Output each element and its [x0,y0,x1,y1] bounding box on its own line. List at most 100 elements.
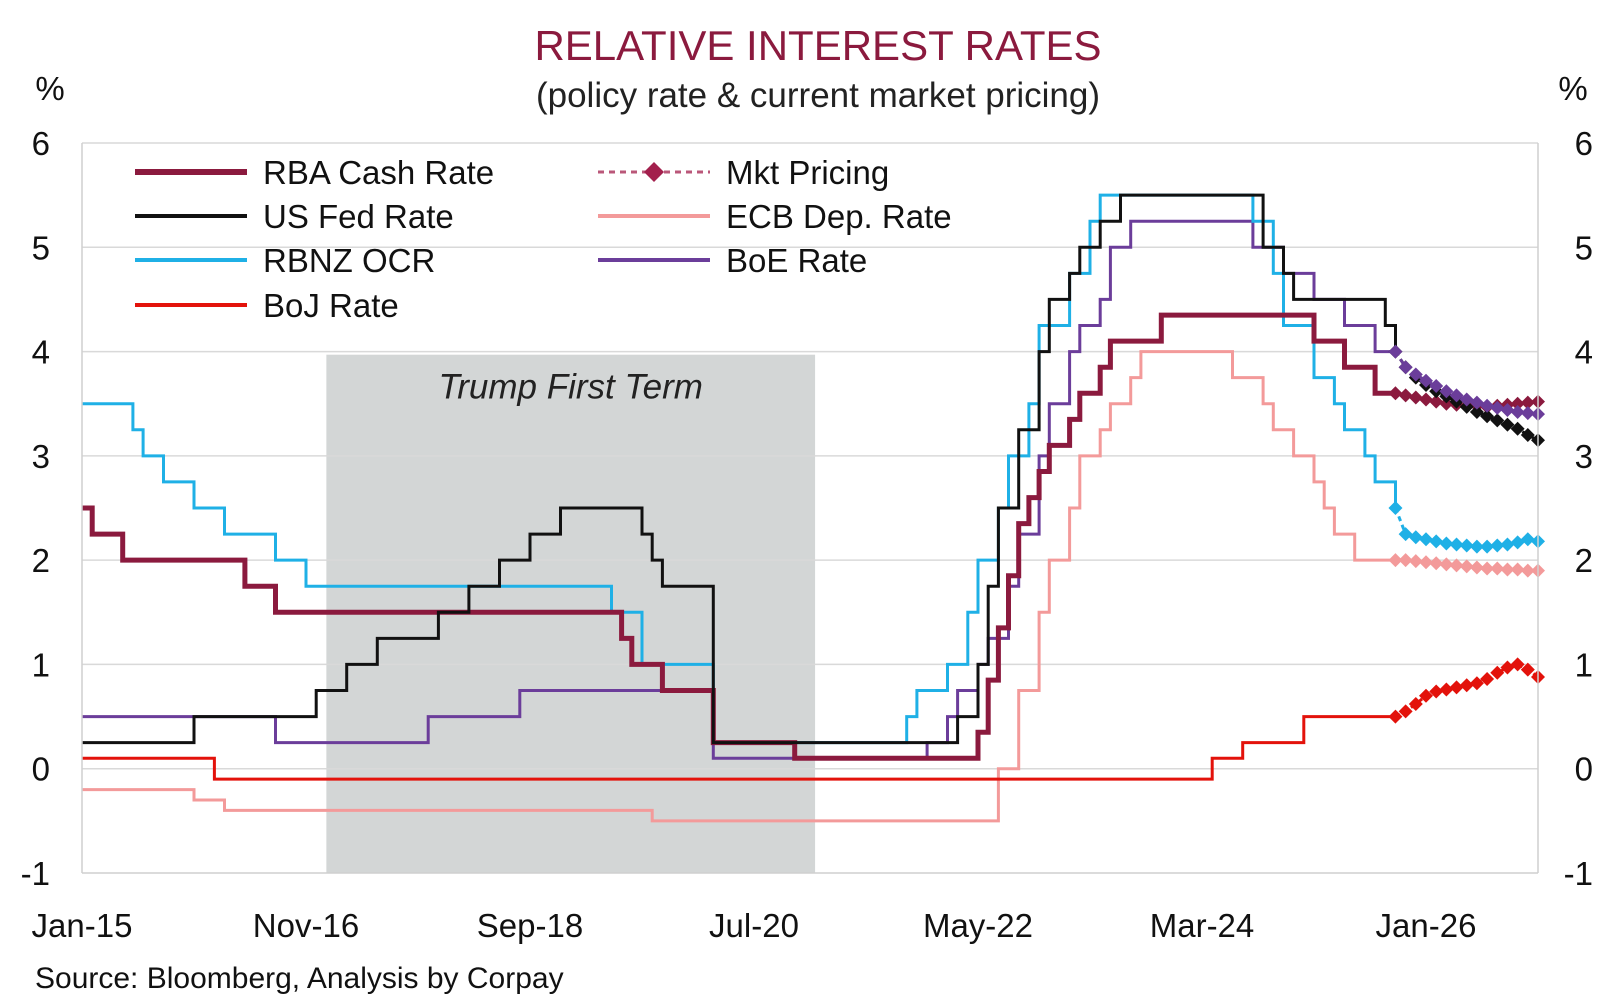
x-tick-label: Jan-26 [1376,907,1477,944]
ecb-pricing-marker [1500,562,1515,577]
series-layer [82,193,1397,823]
ecb-pricing-marker [1520,563,1535,578]
y-tick-left: -1 [21,855,50,892]
boe-pricing-marker [1408,367,1423,382]
boe-pricing-marker [1490,400,1505,415]
ecb-pricing-marker [1429,556,1444,571]
y-tick-left: 1 [32,646,50,683]
rbnz-pricing-marker [1439,536,1454,551]
boe-pricing-marker [1469,395,1484,410]
rbnz-pricing-marker [1469,539,1484,554]
axis-layer: 6 6 5 5 4 4 3 3 2 2 1 1 0 0 -1 -1 Jan-15 Nov-16 Sep-18 Jul-… [21,125,1593,944]
rbnz-pricing-marker [1398,527,1413,542]
rba-pricing-marker [1408,390,1423,405]
boe-pricing-marker [1449,388,1464,403]
ecb-pricing-marker [1480,561,1495,576]
ecb-pricing-marker [1388,553,1403,568]
rbnz-pricing-marker [1490,538,1505,553]
rba-pricing-marker [1520,395,1535,410]
legend-label-rbnz-ocr: RBNZ OCR [263,242,435,279]
boe-pricing-marker [1520,406,1535,421]
y-tick-left: 2 [32,542,50,579]
y-tick-left: 0 [32,751,50,788]
boj-pricing-marker [1439,682,1454,697]
rba-pricing-marker [1388,386,1403,401]
y-axis-right-unit: % [1558,70,1587,107]
fed-pricing-marker [1459,399,1474,414]
rbnz-pricing-marker [1419,532,1433,547]
fed-pricing-marker [1510,421,1525,436]
ecb-pricing-marker [1408,554,1423,569]
trump-term-label: Trump First Term [439,368,703,407]
rbnz-pricing-marker [1510,535,1525,550]
rbnz-pricing-marker [1429,534,1444,549]
rba-pricing-marker [1429,394,1444,409]
legend-label-rba-cash-rate: RBA Cash Rate [263,154,494,191]
y-tick-left: 4 [32,334,50,371]
chart-title: RELATIVE INTEREST RATES [534,22,1101,69]
boj-pricing-marker [1419,688,1433,703]
y-tick-right: 1 [1575,646,1593,683]
boj-pricing-marker [1469,676,1484,691]
y-tick-right: 3 [1575,438,1593,475]
x-tick-label: Jan-15 [32,907,133,944]
boj-pricing-marker [1500,660,1515,675]
y-tick-left: 5 [32,229,50,266]
boj-pricing-marker [1388,709,1403,724]
us-fed-rate-line [82,193,1397,745]
y-axis-left-unit: % [35,70,64,107]
rba-pricing-marker [1398,388,1413,403]
boe-pricing-marker [1459,392,1474,407]
rba-pricing-marker [1439,396,1454,411]
fed-pricing-marker [1490,413,1505,428]
rba-pricing-marker [1419,392,1433,407]
boj-pricing-marker [1490,665,1505,680]
source-note: Source: Bloomberg, Analysis by Corpay [35,962,564,995]
ecb-pricing-marker [1469,560,1484,575]
market-pricing-layer [1388,344,1545,724]
boj-pricing-marker [1459,678,1474,693]
x-tick-label: May-22 [923,907,1033,944]
y-tick-right: 4 [1575,334,1593,371]
boe-pricing-marker [1429,378,1444,393]
chart-subtitle: (policy rate & current market pricing) [536,76,1100,115]
rba-pricing-marker [1510,396,1525,411]
ecb-pricing-marker [1449,558,1464,573]
boj-pricing-marker [1429,684,1444,699]
y-tick-right: 5 [1575,229,1593,266]
y-tick-right: 2 [1575,542,1593,579]
boj-pricing-marker [1398,704,1413,719]
x-tick-label: Mar-24 [1150,907,1255,944]
ecb-dep-rate-line [82,350,1396,823]
y-tick-left: 6 [32,125,50,162]
fed-pricing-marker [1500,417,1515,432]
ecb-pricing-marker [1398,553,1413,568]
boe-pricing-marker [1500,402,1515,417]
boe-pricing-marker [1439,384,1454,399]
fed-pricing-marker [1469,405,1484,420]
x-tick-label: Sep-18 [477,907,583,944]
y-tick-right: 0 [1575,751,1593,788]
rbnz-pricing-marker [1500,537,1515,552]
x-tick-label: Jul-20 [709,907,799,944]
boe-pricing-marker [1388,344,1403,359]
rbnz-pricing-marker [1459,538,1474,553]
rbnz-pricing-marker [1520,532,1535,547]
fed-pricing-marker [1480,409,1495,424]
legend-label-boe-rate: BoE Rate [726,242,867,279]
boj-rate-line [82,715,1396,781]
ecb-pricing-marker [1490,561,1505,576]
boe-pricing-marker [1480,398,1495,413]
ecb-pricing-marker [1459,559,1474,574]
y-tick-right: 6 [1575,125,1593,162]
boj-pricing-marker [1480,672,1495,687]
boe-pricing-marker [1510,405,1525,420]
rbnz-pricing-marker [1408,530,1423,545]
legend-label-mkt-pricing: Mkt Pricing [726,154,889,191]
rbnz-pricing-marker [1388,501,1403,515]
legend-label-us-fed-rate: US Fed Rate [263,198,454,235]
fed-pricing-marker [1520,428,1535,442]
boe-pricing-marker [1419,373,1433,388]
boj-pricing-marker [1520,662,1535,677]
